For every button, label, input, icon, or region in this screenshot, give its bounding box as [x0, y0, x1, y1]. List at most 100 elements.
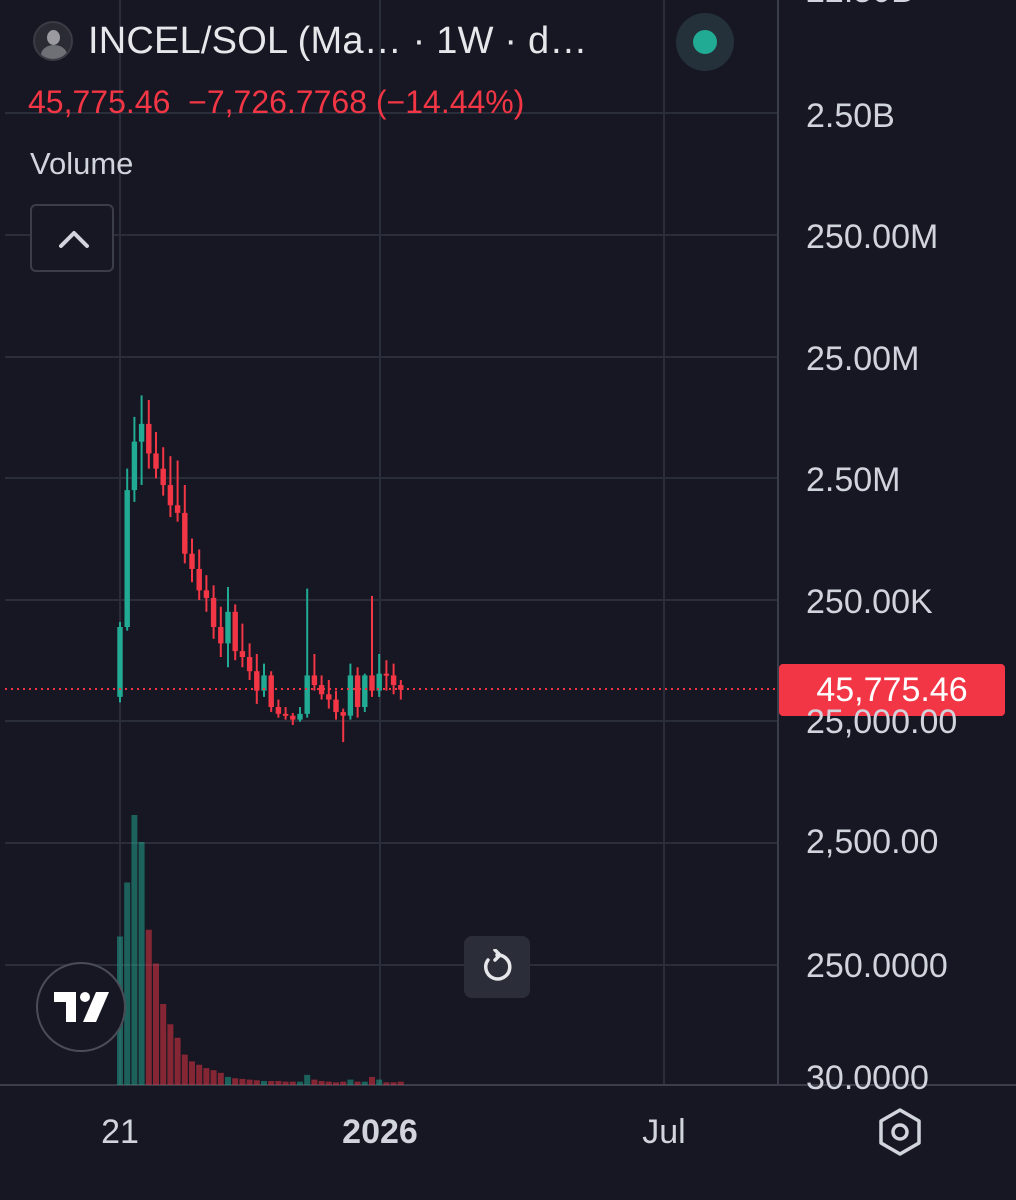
candle-body: [232, 611, 238, 652]
candle-body: [225, 611, 231, 644]
reset-icon: [484, 949, 512, 981]
price-tick-label: 2.50M: [806, 461, 901, 499]
volume-label: Volume: [30, 146, 134, 181]
symbol-title[interactable]: INCEL/SOL (Ma… · 1W · d…: [88, 20, 588, 62]
volume-bar: [383, 1082, 390, 1085]
candle: [174, 460, 181, 522]
candle-body: [318, 685, 325, 695]
volume-bar: [239, 1078, 246, 1085]
candle: [268, 671, 274, 713]
candle: [124, 468, 130, 631]
candle: [369, 595, 375, 697]
candle-body: [347, 675, 354, 716]
candle: [376, 653, 382, 697]
price-axis[interactable]: 22.50B 2.50B 250.00M 25.00M 2.50M 250.00K 25,0…: [806, 0, 957, 1097]
candle-body: [311, 675, 318, 686]
candle-body: [297, 713, 303, 720]
candle-body: [290, 715, 296, 720]
time-tick-label: 2026: [342, 1113, 418, 1151]
candle: [182, 485, 188, 564]
volume-bar: [189, 1061, 195, 1085]
last-price-badge: [779, 664, 1005, 716]
reset-chart-button[interactable]: [464, 936, 530, 998]
volume-bar: [289, 1081, 296, 1085]
candle: [318, 675, 325, 700]
price-change: −7,726.7768: [188, 84, 367, 120]
settings-icon[interactable]: [874, 1106, 926, 1158]
volume-bar: [153, 963, 159, 1085]
candle-body: [160, 468, 166, 486]
volume-bar: [347, 1079, 354, 1085]
current-price: 45,775.46: [28, 84, 171, 120]
candle: [340, 708, 346, 743]
volume-bar: [325, 1081, 332, 1085]
candle: [275, 699, 282, 718]
market-status-icon[interactable]: [676, 13, 734, 71]
volume-bar: [232, 1078, 239, 1085]
volume-bar: [318, 1080, 325, 1085]
candle: [354, 667, 361, 718]
volume-bar: [354, 1081, 361, 1085]
candle: [261, 663, 267, 697]
volume-bar: [225, 1076, 231, 1085]
volume-bar: [369, 1076, 375, 1085]
last-price-label: 45,775.46: [816, 671, 967, 709]
chevron-up-icon: [59, 231, 89, 248]
candle: [146, 399, 152, 469]
chart-header: INCEL/SOL (Ma… · 1W · d…: [0, 0, 780, 90]
candle: [347, 663, 354, 720]
candle-body: [376, 673, 382, 691]
candle: [246, 643, 253, 681]
last-price-line: 45,775.46: [5, 664, 1005, 716]
candle-body: [261, 675, 267, 691]
volume-bar: [138, 842, 145, 1085]
volume-bar: [203, 1068, 210, 1085]
time-axis[interactable]: 21 2026 Jul: [101, 1113, 686, 1151]
price-tick-label: 250.00M: [806, 218, 938, 256]
tradingview-logo-icon: [54, 992, 109, 1022]
candle-body: [124, 490, 130, 627]
candle: [153, 432, 159, 479]
candle-body: [196, 568, 202, 591]
volume-bar: [297, 1081, 303, 1085]
candle: [311, 653, 318, 691]
candle-body: [131, 441, 138, 491]
candle-body: [254, 671, 260, 691]
candle: [203, 575, 210, 612]
price-tick-label: 25.00M: [806, 340, 919, 378]
volume-bar: [217, 1072, 224, 1085]
candle-body: [153, 453, 159, 469]
collapse-legend-button[interactable]: [30, 204, 114, 272]
grid-lines: [0, 0, 1016, 1086]
candle-body: [326, 694, 332, 700]
candle: [196, 549, 202, 600]
candle-body: [333, 699, 339, 713]
candle-body: [146, 423, 152, 454]
price-tick-label: 2.50B: [806, 97, 895, 135]
candle: [210, 585, 217, 639]
volume-bar: [181, 1054, 188, 1085]
tradingview-logo-button[interactable]: [36, 962, 126, 1052]
price-tick-label: 250.00K: [806, 583, 933, 621]
volume-bar: [397, 1081, 404, 1085]
candle: [189, 538, 195, 583]
token-avatar[interactable]: [33, 21, 73, 61]
volume-bar: [145, 929, 152, 1085]
candle: [160, 447, 166, 496]
candle: [239, 623, 246, 668]
candle-body: [167, 485, 174, 506]
candle-body: [354, 675, 361, 708]
candle-body: [182, 512, 188, 554]
volume-bar: [261, 1080, 267, 1085]
candle-body: [210, 597, 217, 627]
candle: [290, 712, 296, 725]
volume-bar: [361, 1081, 368, 1085]
candle-body: [304, 675, 310, 714]
volume-bar: [376, 1079, 383, 1085]
candle-body: [246, 657, 253, 672]
volume-bar: [340, 1081, 347, 1085]
candle: [232, 604, 238, 661]
volume-bar: [253, 1080, 260, 1085]
volume-bar: [268, 1080, 275, 1085]
